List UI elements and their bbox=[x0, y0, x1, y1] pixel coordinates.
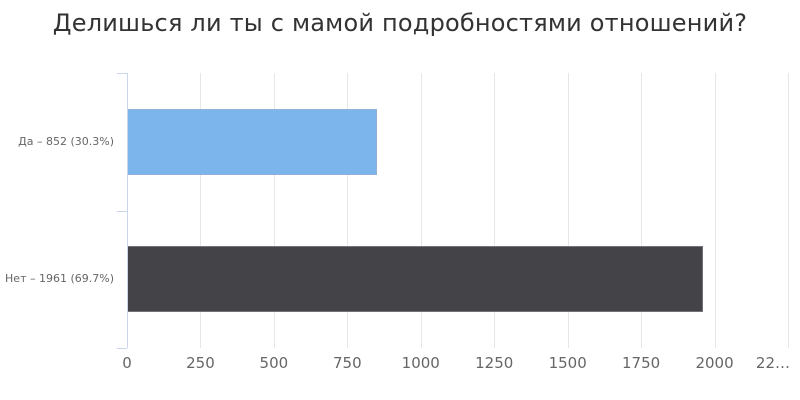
gridline bbox=[273, 73, 275, 348]
value-axis-label: 22… bbox=[755, 354, 790, 372]
gridline bbox=[567, 73, 569, 348]
gridline bbox=[347, 73, 349, 348]
gridline bbox=[641, 73, 643, 348]
chart-title: Делишься ли ты с мамой подробностями отн… bbox=[52, 9, 748, 37]
value-axis-label: 1500 bbox=[548, 354, 587, 372]
value-axis-label: 1000 bbox=[401, 354, 440, 372]
value-axis-label: 1250 bbox=[475, 354, 514, 372]
value-axis-label: 750 bbox=[333, 354, 362, 372]
value-axis-label: 500 bbox=[259, 354, 289, 372]
gridline bbox=[494, 73, 496, 348]
gridline bbox=[714, 73, 716, 348]
value-axis-label: 250 bbox=[186, 354, 215, 372]
category-label: Нет – 1961 (69.7%) bbox=[5, 272, 114, 286]
value-axis-label: 1750 bbox=[622, 354, 661, 372]
value-axis-label: 0 bbox=[122, 354, 132, 372]
bar-да[interactable] bbox=[127, 108, 378, 175]
category-axis-tick bbox=[117, 73, 127, 74]
value-axis-label: 2000 bbox=[695, 354, 734, 372]
bar-нет[interactable] bbox=[127, 246, 704, 313]
gridline bbox=[788, 73, 789, 348]
gridline bbox=[200, 73, 202, 348]
category-axis-line bbox=[127, 73, 128, 348]
category-axis-tick bbox=[117, 348, 127, 349]
gridline bbox=[420, 73, 422, 348]
category-axis-tick bbox=[117, 210, 127, 212]
plot-area bbox=[127, 73, 789, 348]
category-label: Да – 852 (30.3%) bbox=[18, 134, 114, 148]
